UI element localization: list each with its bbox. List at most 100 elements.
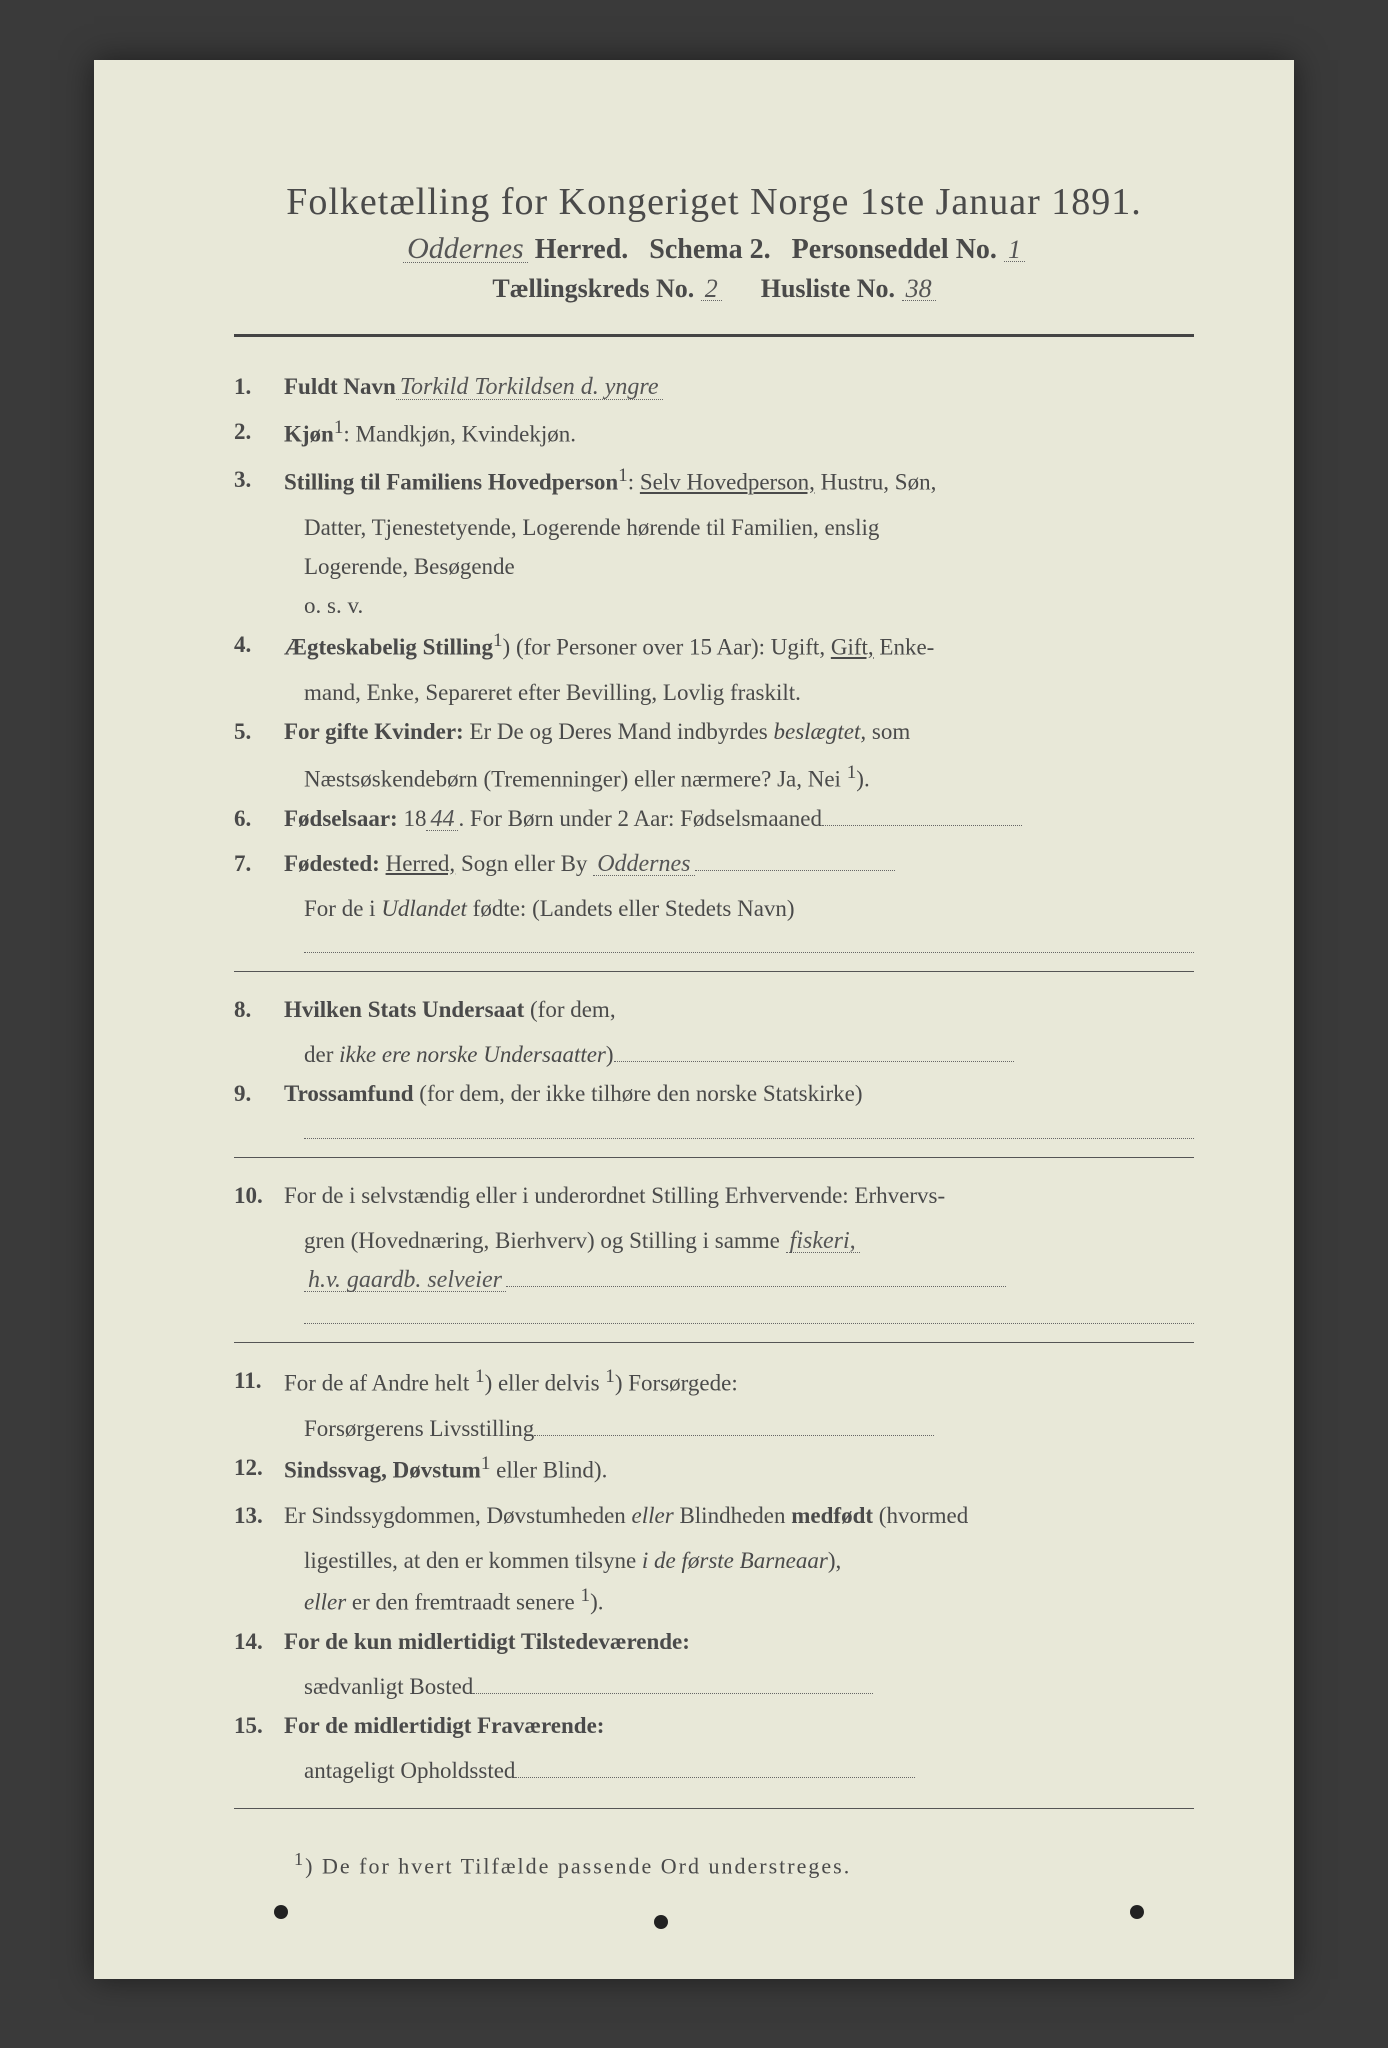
form-item: 7.Fødested: Herred, Sogn eller By Oddern… (234, 844, 1194, 883)
item-text: For de i selvstændig eller i underordnet… (284, 1183, 945, 1208)
item-label: Kjøn (284, 422, 334, 447)
section-rule (234, 1157, 1194, 1158)
footnote: 1) De for hvert Tilfælde passende Ord un… (234, 1849, 1194, 1879)
handwritten-value: 44 (426, 809, 458, 832)
item-label: For de midlertidigt Fraværende: (284, 1713, 604, 1738)
item-number: 5. (234, 712, 284, 751)
item-number: 10. (234, 1176, 284, 1215)
item-number: 7. (234, 844, 284, 883)
census-form-page: Folketælling for Kongeriget Norge 1ste J… (94, 60, 1294, 1979)
item-continuation: antageligt Opholdssted (234, 1751, 1194, 1790)
husliste-label: Husliste No. (761, 274, 895, 303)
punch-hole (654, 1915, 668, 1929)
item-content: For de midlertidigt Fraværende: (284, 1706, 1194, 1745)
item-number: 13. (234, 1496, 284, 1535)
item-continuation: ligestilles, at den er kommen tilsyne i … (234, 1541, 1194, 1580)
section-rule (234, 1342, 1194, 1343)
herred-label: Herred. (535, 234, 629, 265)
dotted-fill-line (304, 1119, 1194, 1138)
item-label: Stilling til Familiens Hovedperson (284, 470, 618, 495)
item-label: Fødselsaar: (284, 806, 398, 831)
item-text: Er De og Deres Mand indbyrdes beslægtet,… (464, 719, 911, 744)
item-text: Er Sindssygdommen, Døvstumheden eller Bl… (284, 1503, 968, 1528)
item-number: 11. (234, 1361, 284, 1403)
item-continuation: For de i Udlandet fødte: (Landets eller … (234, 889, 1194, 928)
item-text: 18 (398, 806, 427, 831)
item-content: Stilling til Familiens Hovedperson1: Sel… (284, 460, 1194, 502)
punch-hole (274, 1905, 288, 1919)
item-content: For de af Andre helt 1) eller delvis 1) … (284, 1361, 1194, 1403)
item-text: : Selv Hovedperson, Hustru, Søn, (628, 470, 937, 495)
dotted-fill (614, 1039, 1014, 1062)
form-subheader-2: Tællingskreds No. 2 Husliste No. 38 (234, 274, 1194, 304)
item-number: 8. (234, 990, 284, 1029)
schema-label: Schema 2. (649, 234, 770, 265)
section-rule (234, 1808, 1194, 1809)
item-number: 3. (234, 460, 284, 502)
item-text: ) (for Personer over 15 Aar): Ugift, Gif… (503, 635, 935, 660)
item-content: Hvilken Stats Undersaat (for dem, (284, 990, 1194, 1029)
form-item: 8.Hvilken Stats Undersaat (for dem, (234, 990, 1194, 1029)
dotted-fill (822, 803, 1022, 826)
item-number: 14. (234, 1622, 284, 1661)
item-text: ). (594, 1457, 607, 1482)
item-continuation: Næstsøskendebørn (Tremenninger) eller næ… (234, 757, 1194, 799)
kreds-label: Tællingskreds No. (492, 274, 694, 303)
item-text: . For Børn under 2 Aar: Fødselsmaaned (458, 806, 821, 831)
form-item: 14.For de kun midlertidigt Tilstedeværen… (234, 1622, 1194, 1661)
form-item: 3.Stilling til Familiens Hovedperson1: S… (234, 460, 1194, 502)
item-content: Ægteskabelig Stilling1) (for Personer ov… (284, 625, 1194, 667)
herred-handwritten: Oddernes (403, 235, 528, 263)
handwritten-value: Torkild Torkildsen d. yngre (396, 377, 663, 400)
item-number: 1. (234, 367, 284, 406)
item-text: eller Blind (490, 1457, 593, 1482)
item-content: For de kun midlertidigt Tilstedeværende: (284, 1622, 1194, 1661)
form-items: 1.Fuldt NavnTorkild Torkildsen d. yngre 2… (234, 367, 1194, 1809)
item-continuation: Forsørgerens Livsstilling (234, 1409, 1194, 1448)
person-label: Personseddel No. (792, 234, 997, 265)
punch-hole (1130, 1905, 1144, 1919)
item-label: Ægteskabelig Stilling (284, 635, 493, 660)
item-number: 4. (234, 625, 284, 667)
form-item: 2.Kjøn1: Mandkjøn, Kvindekjøn. (234, 412, 1194, 454)
item-text: ) Forsørgede: (615, 1371, 738, 1396)
dotted-fill (515, 1755, 915, 1778)
form-item: 1.Fuldt NavnTorkild Torkildsen d. yngre (234, 367, 1194, 406)
item-label: Trossamfund (284, 1081, 414, 1106)
dotted-fill (534, 1413, 934, 1436)
item-text: (for dem, (524, 997, 615, 1022)
item-number: 6. (234, 799, 284, 838)
handwritten-value: fiskeri, (786, 1231, 860, 1254)
kreds-no: 2 (701, 277, 722, 301)
item-continuation: mand, Enke, Separeret efter Bevilling, L… (234, 673, 1194, 712)
item-continuation: h.v. gaardb. selveier (234, 1260, 1194, 1299)
form-header: Folketælling for Kongeriget Norge 1ste J… (234, 180, 1194, 304)
form-title: Folketælling for Kongeriget Norge 1ste J… (234, 180, 1194, 224)
item-content: Kjøn1: Mandkjøn, Kvindekjøn. (284, 412, 1194, 454)
item-text: (for dem, der ikke tilhøre den norske St… (414, 1081, 863, 1106)
item-number: 15. (234, 1706, 284, 1745)
item-continuation: sædvanligt Bosted (234, 1667, 1194, 1706)
item-label: Fuldt Navn (284, 374, 396, 399)
item-continuation: Datter, Tjenestetyende, Logerende hørend… (234, 508, 1194, 547)
item-content: For de i selvstændig eller i underordnet… (284, 1176, 1194, 1215)
item-content: For gifte Kvinder: Er De og Deres Mand i… (284, 712, 1194, 751)
section-rule (234, 971, 1194, 972)
form-item: 10.For de i selvstændig eller i underord… (234, 1176, 1194, 1215)
item-continuation: Logerende, Besøgende (234, 547, 1194, 586)
item-continuation: der ikke ere norske Undersaatter) (234, 1035, 1194, 1074)
header-rule (234, 334, 1194, 337)
form-item: 15.For de midlertidigt Fraværende: (234, 1706, 1194, 1745)
item-content: Er Sindssygdommen, Døvstumheden eller Bl… (284, 1496, 1194, 1535)
form-item: 6.Fødselsaar: 1844. For Børn under 2 Aar… (234, 799, 1194, 838)
item-content: Sindssvag, Døvstum1 eller Blind). (284, 1448, 1194, 1490)
item-number: 9. (234, 1074, 284, 1113)
item-label: For de kun midlertidigt Tilstedeværende: (284, 1629, 690, 1654)
item-content: Fødselsaar: 1844. For Børn under 2 Aar: … (284, 799, 1194, 838)
dotted-fill (695, 848, 895, 871)
item-number: 2. (234, 412, 284, 454)
item-continuation: gren (Hovednæring, Bierhverv) og Stillin… (234, 1221, 1194, 1260)
form-item: 11.For de af Andre helt 1) eller delvis … (234, 1361, 1194, 1403)
form-item: 12.Sindssvag, Døvstum1 eller Blind). (234, 1448, 1194, 1490)
form-item: 4.Ægteskabelig Stilling1) (for Personer … (234, 625, 1194, 667)
